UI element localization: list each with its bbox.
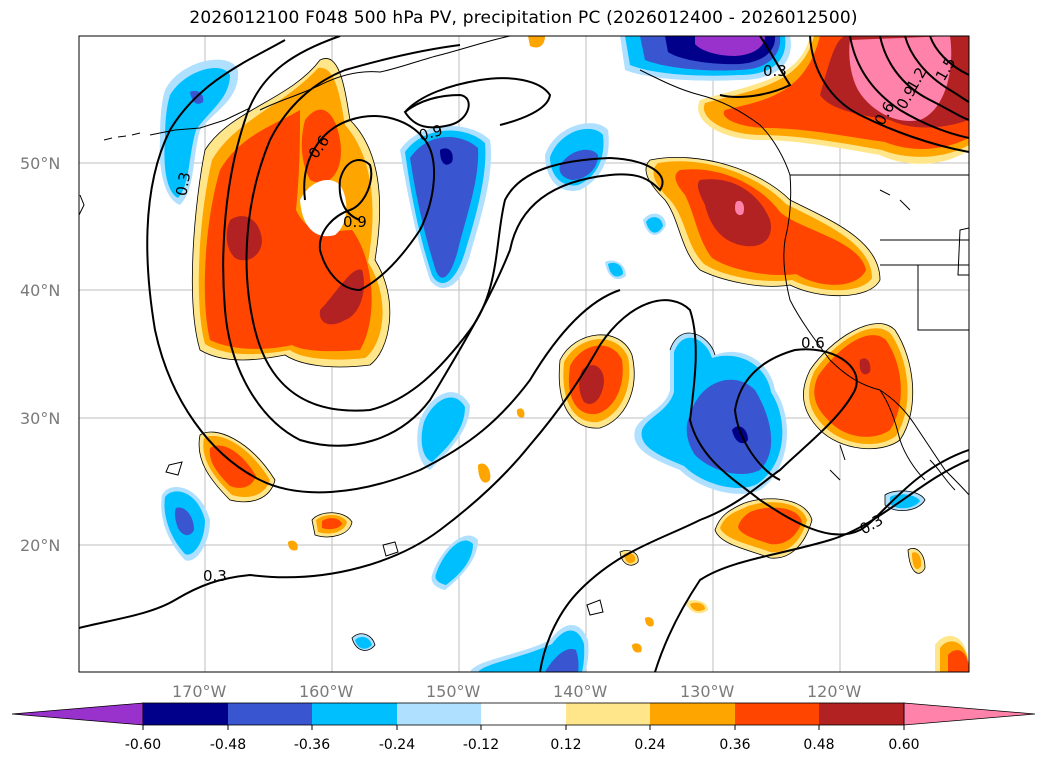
precip-negative-sw (161, 487, 210, 561)
colorbar-tick-label: 0.24 (634, 737, 665, 753)
latitude-labels: 50°N 40°N 30°N 20°N (20, 154, 60, 555)
lat-label: 40°N (20, 281, 60, 300)
longitude-labels: 170°W 160°W 150°W 140°W 130°W 120°W (172, 682, 862, 701)
colorbar-tick-label: 0.60 (888, 737, 919, 753)
colorbar-bin (650, 703, 735, 725)
colorbar-bin (312, 703, 397, 725)
colorbar-bin (143, 703, 228, 725)
colorbar-tick-label: 0.12 (550, 737, 581, 753)
lon-label: 150°W (426, 682, 481, 701)
colorbar-tick-label: -0.60 (125, 737, 161, 753)
colorbar-bin (481, 703, 566, 725)
colorbar: -0.60 -0.48 -0.36 -0.24 -0.12 0.12 0.24 … (11, 702, 1036, 753)
colorbar-tick-label: -0.24 (379, 737, 415, 753)
contour-label: 0.9 (343, 213, 367, 231)
colorbar-bin (819, 703, 904, 725)
colorbar-extend-max (903, 702, 1036, 726)
lat-label: 30°N (20, 409, 60, 428)
colorbar-tick-label: 0.48 (803, 737, 834, 753)
contour-label: 0.6 (801, 334, 825, 352)
precip-outlines (192, 58, 926, 651)
lon-label: 170°W (172, 682, 227, 701)
colorbar-extend-min (11, 702, 144, 726)
pv-contours (79, 36, 969, 672)
lon-label: 140°W (553, 682, 608, 701)
contour-label: 0.9 (417, 121, 445, 145)
colorbar-outline (142, 702, 905, 726)
lon-label: 120°W (807, 682, 862, 701)
precip-negative-east (634, 333, 787, 494)
colorbar-tick-label: 0.36 (719, 737, 750, 753)
precip-positive-ne (645, 157, 880, 296)
precip-positive-west (192, 58, 390, 367)
lat-label: 50°N (20, 154, 60, 173)
contour-label: 0.3 (172, 171, 194, 198)
colorbar-bin (735, 703, 819, 725)
precip-negative-ne-small (545, 123, 609, 191)
lat-label: 20°N (20, 536, 60, 555)
contour-label: 0.3 (763, 62, 787, 80)
colorbar-tick-label: -0.48 (210, 737, 246, 753)
colorbar-bin (566, 703, 650, 725)
colorbar-bin (228, 703, 312, 725)
lon-label: 130°W (680, 682, 735, 701)
precip-positive-top-right (698, 36, 969, 164)
precip-negative-central (400, 126, 491, 288)
precip-positive-center (559, 334, 635, 429)
contour-label: 0.3 (203, 567, 227, 585)
map-title: 2026012100 F048 500 hPa PV, precipitatio… (189, 8, 858, 28)
colorbar-tick-label: -0.36 (294, 737, 330, 753)
precip-negative-bottom (470, 625, 589, 672)
precip-negative-top (620, 36, 791, 81)
lon-label: 160°W (299, 682, 354, 701)
colorbar-tick-label: -0.12 (463, 737, 499, 753)
precip-small-features (288, 36, 969, 672)
colorbar-bin (397, 703, 481, 725)
precip-positive-se (803, 323, 913, 449)
coastlines (79, 36, 969, 616)
precip-negative-south-central (417, 392, 478, 590)
map-border (78, 35, 970, 673)
